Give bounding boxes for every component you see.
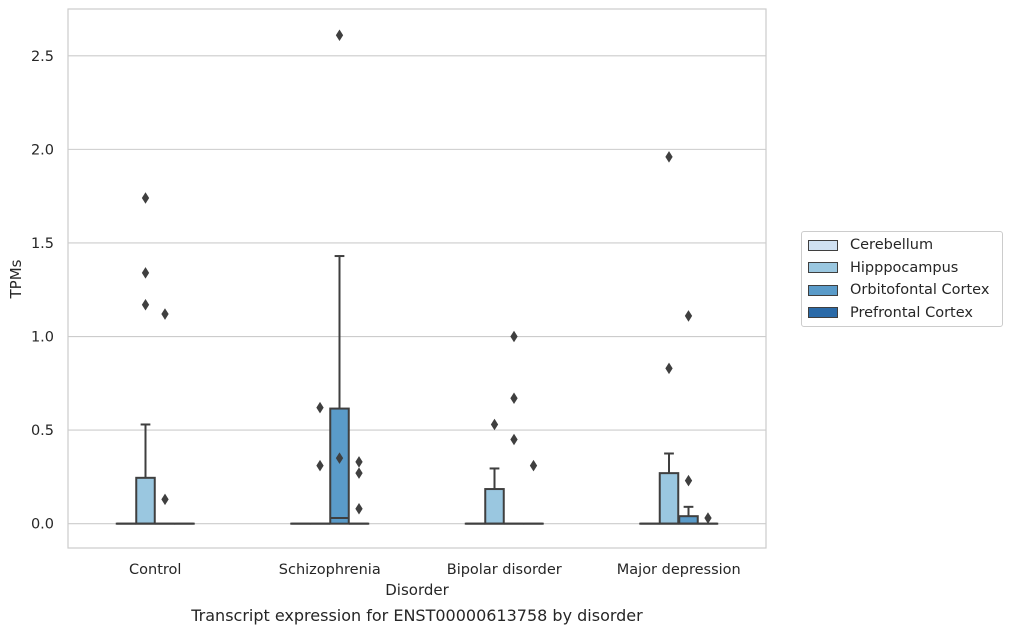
figure-caption: Transcript expression for ENST0000061375… (191, 606, 643, 625)
outlier-point (510, 392, 518, 405)
box-iqr (329, 407, 350, 525)
plot-frame (67, 8, 767, 549)
outlier-point (141, 298, 150, 311)
outlier-point (665, 151, 673, 163)
legend-swatch (808, 262, 838, 274)
box-hipppocampus (658, 151, 680, 525)
outlier-point (316, 401, 324, 414)
legend-label: Hipppocampus (850, 259, 959, 276)
legend-item: Cerebellum (808, 235, 933, 255)
x-axis-label: Disorder (385, 581, 449, 599)
outlier-point (161, 493, 169, 506)
grid-lines (68, 55, 766, 525)
box-orbitofontal-cortex (678, 310, 699, 525)
x-tick-label: Bipolar disorder (447, 562, 562, 578)
outlier-point (704, 512, 712, 524)
outlier-point (141, 192, 150, 204)
legend: Cerebellum Hipppocampus Orbitofontal Corte… (801, 231, 1003, 327)
legend-label: Cerebellum (850, 237, 934, 253)
box-prefrontal-cortex (697, 512, 719, 525)
y-axis-label: TPMs (7, 259, 25, 299)
box-orbitofontal-cortex (329, 29, 350, 525)
legend-label: Orbitofontal Cortex (850, 282, 990, 299)
outlier-point (665, 362, 673, 375)
box-prefrontal-cortex (523, 459, 544, 525)
box-iqr (678, 515, 699, 525)
outlier-point (684, 474, 693, 487)
y-tick-label: 0.0 (31, 517, 54, 533)
box-iqr (135, 476, 156, 525)
outlier-point (161, 308, 169, 320)
box-hipppocampus (484, 418, 505, 525)
legend-swatch (808, 239, 838, 251)
box-orbitofontal-cortex (503, 330, 525, 525)
outlier-point (141, 267, 150, 279)
y-tick-label: 0.5 (31, 423, 54, 439)
box-orbitofontal-cortex (154, 308, 176, 525)
x-tick-label: Major depression (617, 562, 741, 578)
outlier-point (529, 459, 538, 472)
y-tick-label: 2.0 (31, 142, 54, 158)
outlier-point (510, 433, 518, 446)
y-axis-ticks: 0.0 0.5 1.0 1.5 2.0 2.5 (31, 49, 54, 533)
box-iqr (658, 472, 680, 525)
legend-swatch (808, 307, 838, 319)
legend-label: Prefrontal Cortex (850, 304, 973, 321)
legend-item: Hipppocampus (808, 258, 958, 278)
outlier-point (684, 310, 693, 322)
outlier-point (355, 467, 363, 479)
legend-item: Prefrontal Cortex (808, 303, 973, 323)
x-tick-label: Schizophrenia (279, 562, 381, 578)
x-axis-ticks: Control Schizophrenia Bipolar disorder Majo… (129, 562, 741, 578)
x-tick-label: Control (129, 562, 181, 578)
outlier-point (510, 330, 518, 343)
outlier-point (335, 29, 344, 41)
y-tick-label: 1.5 (31, 236, 54, 252)
box-hipppocampus (135, 192, 156, 525)
outlier-point (355, 502, 363, 515)
box-prefrontal-cortex (348, 456, 370, 525)
box-plot-marks (115, 29, 719, 525)
legend-item: Orbitofontal Cortex (808, 280, 989, 300)
box-iqr (484, 488, 505, 525)
outlier-point (316, 459, 324, 472)
outlier-point (335, 452, 344, 464)
y-tick-label: 1.0 (31, 330, 54, 346)
box-hipppocampus (309, 401, 331, 525)
legend-swatch (808, 284, 838, 296)
outlier-point (490, 418, 499, 431)
outlier-point (355, 456, 363, 468)
y-tick-label: 2.5 (31, 49, 54, 65)
